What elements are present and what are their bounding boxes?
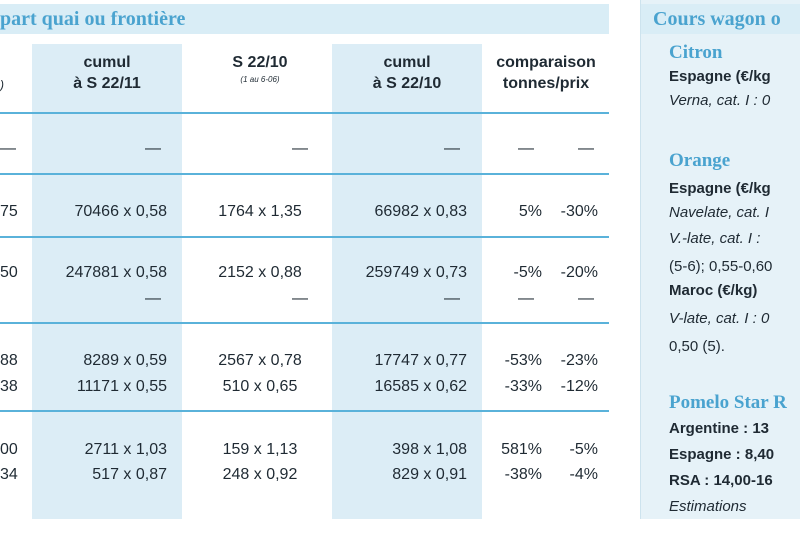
dash-cell: —	[518, 140, 534, 157]
table-cell: 398 x 1,08	[392, 441, 467, 458]
panel-header: Cours wagon o	[641, 4, 800, 34]
table-cell: 510 x 0,65	[222, 378, 298, 395]
header-comparaison: comparaison tonnes/prix	[496, 54, 596, 92]
orange-origin: Maroc (€/kg)	[669, 282, 758, 299]
wagon-price-panel: Cours wagon o Citron Espagne (€/kg Verna…	[640, 0, 800, 519]
dash-cell: —	[145, 140, 161, 157]
row-edge-fragment: )	[0, 78, 4, 92]
table-cell: -5%	[569, 441, 598, 458]
table-cell: 70466 x 0,58	[74, 203, 167, 220]
dash-cell: —	[0, 140, 16, 157]
dash-cell: —	[518, 290, 534, 307]
orange-origin: Espagne (€/kg	[669, 180, 771, 197]
dash-cell: —	[145, 290, 161, 307]
table-cell: -4%	[569, 466, 598, 483]
dash-cell: —	[578, 290, 594, 307]
table-cell: 8289 x 0,59	[83, 352, 167, 369]
dash-cell: —	[292, 140, 308, 157]
dash-cell: —	[444, 290, 460, 307]
pomelo-note: Estimations	[669, 498, 747, 515]
table-cell: 2152 x 0,88	[218, 264, 302, 281]
column-shade-cumul-s22-11	[32, 44, 182, 519]
dash-cell: —	[444, 140, 460, 157]
table-cell: -23%	[560, 352, 598, 369]
table-cell: 17747 x 0,77	[374, 352, 467, 369]
divider	[0, 112, 609, 114]
section-pomelo: Pomelo Star R	[669, 392, 787, 413]
table-cell: -38%	[504, 466, 542, 483]
table-cell: 259749 x 0,73	[365, 264, 467, 281]
table-cell: -33%	[504, 378, 542, 395]
divider	[0, 410, 609, 412]
row-edge-fragment: 50	[0, 264, 18, 281]
row-edge-fragment: 34	[0, 466, 18, 483]
table-cell: 11171 x 0,55	[76, 378, 167, 395]
divider	[0, 236, 609, 238]
table-cell: 159 x 1,13	[222, 441, 298, 458]
table-cell: 2567 x 0,78	[218, 352, 302, 369]
orange-line: V-late, cat. I : 0	[669, 310, 770, 327]
row-edge-fragment: 88	[0, 352, 18, 369]
table-cell: -20%	[560, 264, 598, 281]
divider	[0, 322, 609, 324]
header-cumul-s22-11: cumul à S 22/11	[73, 54, 141, 92]
citron-variety: Verna, cat. I : 0	[669, 92, 771, 109]
panel-title: Cours wagon o	[653, 8, 781, 30]
table-header-bar	[0, 4, 609, 34]
dash-cell: —	[292, 290, 308, 307]
table-cell: 66982 x 0,83	[374, 203, 467, 220]
column-shade-cumul-s22-10	[332, 44, 482, 519]
table-cell: 5%	[518, 203, 542, 220]
citron-origin: Espagne (€/kg	[669, 68, 771, 85]
header-s22-10: S 22/10 (1 au 6-06)	[232, 54, 288, 84]
table-cell: -30%	[560, 203, 598, 220]
table-cell: -5%	[513, 264, 542, 281]
pomelo-line: Argentine : 13	[669, 420, 770, 437]
dash-cell: —	[578, 140, 594, 157]
orange-line: (5-6); 0,55-0,60	[669, 258, 773, 275]
orange-line: 0,50 (5).	[669, 338, 725, 355]
row-edge-fragment: 38	[0, 378, 18, 395]
table-cell: 517 x 0,87	[92, 466, 167, 483]
table-cell: 247881 x 0,58	[65, 264, 167, 281]
table-cell: 2711 x 1,03	[84, 441, 167, 458]
table-cell: 829 x 0,91	[392, 466, 467, 483]
table-cell: 1764 x 1,35	[218, 203, 302, 220]
table-cell: -12%	[560, 378, 598, 395]
table-cell: 581%	[501, 441, 542, 458]
table-cell: 248 x 0,92	[222, 466, 298, 483]
header-cumul-s22-10: cumul à S 22/10	[372, 54, 442, 92]
section-citron: Citron	[669, 42, 723, 63]
row-edge-fragment: 00	[0, 441, 18, 458]
orange-line: V.-late, cat. I :	[669, 230, 761, 247]
table-cell: 16585 x 0,62	[374, 378, 467, 395]
pomelo-line: Espagne : 8,40	[669, 446, 775, 463]
section-orange: Orange	[669, 150, 731, 171]
table-title: part quai ou frontière	[0, 8, 186, 30]
divider	[0, 173, 609, 175]
table-cell: -53%	[504, 352, 542, 369]
orange-line: Navelate, cat. I	[669, 204, 770, 221]
row-edge-fragment: 75	[0, 203, 18, 220]
pomelo-line: RSA : 14,00-16	[669, 472, 773, 489]
